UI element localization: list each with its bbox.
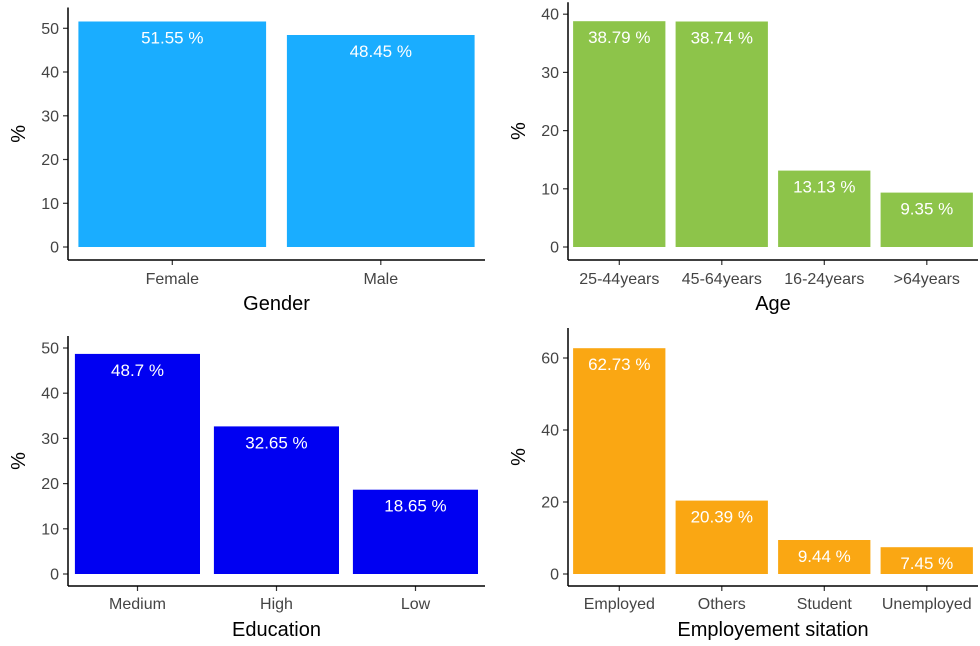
bar-student [778,540,871,574]
bar-data-label: 18.65 % [384,497,446,516]
bar-data-label: 38.79 % [588,28,650,47]
x-tick-label: Low [401,596,431,613]
bar-data-label: 9.44 % [798,547,851,566]
y-tick-label: 20 [541,123,559,140]
bar-medium [74,353,200,574]
x-tick-label: Student [797,596,853,613]
x-axis-title: Employement sitation [677,619,868,641]
y-tick-label: 30 [541,65,559,82]
x-tick-label: Medium [109,596,166,613]
x-tick-label: Male [363,271,398,288]
bar-low [352,489,478,574]
y-tick-label: 10 [41,196,59,213]
y-tick-label: 10 [41,521,59,538]
chart-panel-3: 48.7 % Medium 32.65 % High 18.65 % Low 0 10 20 30… [8,336,485,641]
x-tick-label: Employed [584,596,655,613]
y-tick-label: 40 [41,386,59,403]
y-tick-label: 20 [541,495,559,512]
x-tick-label: 25-44years [579,271,659,288]
y-tick-label: 20 [41,476,59,493]
y-tick-label: 60 [541,351,559,368]
y-tick-label: 0 [50,240,59,257]
bar-data-label: 20.39 % [691,508,753,527]
y-tick-label: 50 [41,21,59,38]
bar-data-label: 38.74 % [691,29,753,48]
y-axis-title: % [508,448,530,466]
y-axis-title: % [508,122,530,140]
bar-male [286,35,475,247]
y-tick-label: 0 [550,567,559,584]
bar-others [675,500,768,574]
x-tick-label: 45-64years [682,271,762,288]
bar-unemployed [880,547,973,574]
bar-data-label: 7.45 % [900,554,953,573]
x-tick-label: Unemployed [882,596,972,613]
bar-data-label: 62.73 % [588,355,650,374]
bar-data-label: 9.35 % [900,200,953,219]
x-tick-label: Female [146,271,199,288]
bar-data-label: 13.13 % [793,178,855,197]
y-axis-title: % [8,452,30,470]
x-axis-title: Education [232,619,321,641]
x-axis-title: Age [755,293,791,315]
x-axis-title: Gender [243,293,310,315]
y-tick-label: 40 [41,65,59,82]
bar-data-label: 51.55 % [141,29,203,48]
bar-data-label: 48.7 % [111,361,164,380]
y-tick-label: 30 [41,431,59,448]
y-tick-label: 20 [41,152,59,169]
bar-16-24years [778,170,871,247]
bar-employed [573,348,666,574]
y-tick-label: 0 [50,567,59,584]
y-tick-label: 10 [541,181,559,198]
chart-panel-1: 51.55 % Female 48.45 % Male 0 10 20 30 40 50 Gende… [8,7,485,315]
bar-high [213,426,339,574]
bar-64years [880,192,973,247]
x-tick-label: Others [698,596,746,613]
y-axis-title: % [8,125,30,143]
chart-panel-2: 38.79 % 25-44years 38.74 % 45-64years 13.13 … [508,2,978,315]
x-tick-label: 16-24years [784,271,864,288]
bar-data-label: 32.65 % [245,433,307,452]
bar-female [78,21,267,247]
x-tick-label: High [260,596,293,613]
y-tick-label: 0 [550,240,559,257]
y-tick-label: 50 [41,341,59,358]
bar-data-label: 48.45 % [350,42,412,61]
bar-45-64years [675,21,768,247]
bar-25-44years [573,21,666,248]
y-tick-label: 40 [541,423,559,440]
chart-panel-4: 62.73 % Employed 20.39 % Others 9.44 % Studen… [508,328,978,641]
y-tick-label: 30 [41,108,59,125]
x-tick-label: >64years [894,271,960,288]
y-tick-label: 40 [541,7,559,24]
